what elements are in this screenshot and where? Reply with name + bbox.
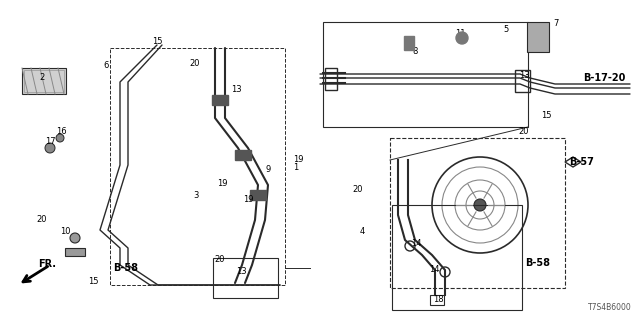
Text: 20: 20 <box>189 60 200 68</box>
Text: 9: 9 <box>266 165 271 174</box>
Text: 20: 20 <box>519 126 529 135</box>
Text: 14: 14 <box>429 266 439 275</box>
Text: 3: 3 <box>193 191 198 201</box>
Bar <box>235 150 251 160</box>
Text: 1: 1 <box>293 164 299 172</box>
Text: 18: 18 <box>433 295 444 305</box>
Text: 8: 8 <box>412 47 418 57</box>
Text: 11: 11 <box>455 28 465 37</box>
Bar <box>212 95 228 105</box>
Text: 19: 19 <box>217 179 227 188</box>
Text: 20: 20 <box>215 255 225 265</box>
Text: 15: 15 <box>152 37 163 46</box>
Text: 10: 10 <box>60 227 70 236</box>
Text: T7S4B6000: T7S4B6000 <box>588 303 632 312</box>
Text: 15: 15 <box>541 111 551 121</box>
Text: 13: 13 <box>236 268 246 276</box>
Text: 17: 17 <box>45 138 55 147</box>
Text: 12: 12 <box>403 37 413 46</box>
Text: 15: 15 <box>88 276 99 285</box>
Bar <box>325 68 337 90</box>
Circle shape <box>474 199 486 211</box>
Bar <box>250 190 266 200</box>
Circle shape <box>45 143 55 153</box>
Bar <box>515 70 530 92</box>
Text: 5: 5 <box>504 26 509 35</box>
Text: 16: 16 <box>56 127 67 137</box>
Text: 13: 13 <box>518 71 529 81</box>
Text: 20: 20 <box>36 215 47 225</box>
Circle shape <box>56 134 64 142</box>
Text: 2: 2 <box>40 74 45 83</box>
Text: FR.: FR. <box>38 259 56 269</box>
Bar <box>22 68 66 94</box>
Bar <box>24 70 64 92</box>
Text: B-57: B-57 <box>570 157 595 167</box>
Text: 4: 4 <box>360 227 365 236</box>
Bar <box>390 138 565 288</box>
Bar <box>430 295 444 305</box>
Text: B-58: B-58 <box>113 263 138 273</box>
Bar <box>65 248 85 256</box>
Text: 6: 6 <box>103 60 109 69</box>
Text: B-17-20: B-17-20 <box>583 73 625 83</box>
Text: 20: 20 <box>353 186 364 195</box>
Text: 19: 19 <box>292 156 303 164</box>
Bar <box>527 22 549 52</box>
Text: B-58: B-58 <box>525 258 550 268</box>
Circle shape <box>456 32 468 44</box>
Text: 19: 19 <box>243 196 253 204</box>
Bar <box>213 258 278 298</box>
Bar <box>404 36 414 50</box>
Bar <box>323 22 528 127</box>
Bar <box>110 48 285 285</box>
Text: 7: 7 <box>554 20 559 28</box>
Circle shape <box>70 233 80 243</box>
Polygon shape <box>565 157 581 167</box>
Text: 14: 14 <box>411 239 421 249</box>
Text: 13: 13 <box>230 85 241 94</box>
Bar <box>392 205 522 310</box>
